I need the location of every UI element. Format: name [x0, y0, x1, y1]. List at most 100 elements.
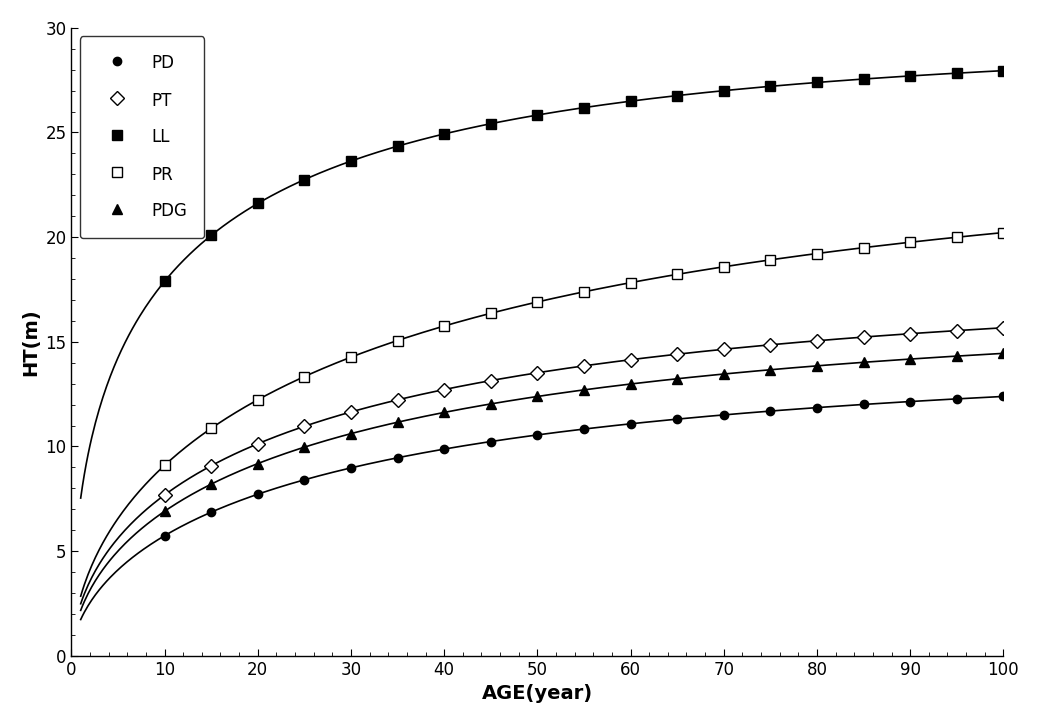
- PR: [298, 372, 311, 381]
- PR: [485, 309, 497, 318]
- LL: [718, 86, 730, 95]
- PD: [158, 531, 171, 540]
- PDG: [951, 352, 963, 361]
- Line: PR: PR: [160, 228, 1008, 470]
- PDG: [624, 379, 636, 388]
- PD: [252, 490, 264, 499]
- PD: [764, 407, 777, 416]
- LL: [298, 175, 311, 184]
- PR: [205, 424, 217, 433]
- Y-axis label: HT(m): HT(m): [21, 308, 40, 376]
- LL: [578, 104, 591, 112]
- PDG: [718, 370, 730, 379]
- PD: [671, 415, 683, 424]
- LL: [857, 75, 869, 83]
- PDG: [857, 358, 869, 366]
- PR: [857, 243, 869, 252]
- PD: [997, 392, 1010, 401]
- PT: [438, 385, 450, 394]
- PDG: [764, 366, 777, 374]
- LL: [438, 130, 450, 138]
- PT: [578, 361, 591, 370]
- LL: [531, 111, 544, 119]
- PR: [578, 287, 591, 296]
- PDG: [904, 355, 916, 363]
- PR: [811, 249, 824, 258]
- PDG: [391, 418, 404, 426]
- PD: [344, 463, 357, 472]
- PDG: [344, 429, 357, 438]
- Line: LL: LL: [160, 66, 1008, 286]
- PT: [624, 355, 636, 364]
- PDG: [485, 400, 497, 408]
- LL: [252, 199, 264, 208]
- PT: [485, 376, 497, 385]
- PD: [951, 395, 963, 403]
- PDG: [158, 507, 171, 515]
- LL: [158, 277, 171, 286]
- PT: [764, 340, 777, 349]
- Line: PT: PT: [160, 323, 1008, 500]
- PD: [811, 403, 824, 412]
- PDG: [671, 374, 683, 383]
- PD: [624, 419, 636, 428]
- PDG: [252, 459, 264, 468]
- PR: [718, 262, 730, 271]
- LL: [671, 91, 683, 100]
- PD: [298, 476, 311, 484]
- PT: [811, 337, 824, 345]
- PR: [951, 233, 963, 242]
- LL: [951, 69, 963, 77]
- PR: [158, 461, 171, 470]
- PR: [391, 336, 404, 345]
- PT: [997, 324, 1010, 332]
- PDG: [205, 480, 217, 489]
- PR: [764, 256, 777, 264]
- PR: [624, 278, 636, 287]
- PT: [158, 491, 171, 500]
- PT: [671, 350, 683, 358]
- PT: [205, 461, 217, 470]
- PDG: [438, 408, 450, 417]
- Line: PD: PD: [160, 392, 1008, 540]
- PT: [531, 369, 544, 377]
- PD: [531, 431, 544, 439]
- PD: [391, 453, 404, 462]
- PR: [344, 353, 357, 361]
- PT: [904, 329, 916, 338]
- Line: PDG: PDG: [160, 348, 1008, 516]
- PD: [485, 437, 497, 446]
- PR: [438, 321, 450, 330]
- PDG: [531, 392, 544, 401]
- PT: [951, 327, 963, 335]
- PT: [298, 422, 311, 431]
- PT: [252, 439, 264, 448]
- LL: [205, 231, 217, 240]
- PR: [531, 298, 544, 306]
- PD: [578, 425, 591, 434]
- PD: [205, 508, 217, 516]
- PD: [438, 445, 450, 453]
- PT: [718, 345, 730, 353]
- PDG: [298, 443, 311, 452]
- LL: [344, 156, 357, 165]
- PDG: [578, 386, 591, 395]
- PT: [344, 408, 357, 416]
- PR: [997, 228, 1010, 237]
- LL: [764, 82, 777, 90]
- LL: [997, 67, 1010, 75]
- LL: [391, 142, 404, 151]
- PD: [718, 411, 730, 419]
- PD: [904, 397, 916, 406]
- PDG: [997, 349, 1010, 358]
- LL: [904, 72, 916, 80]
- LL: [811, 78, 824, 87]
- Legend: PD, PT, LL, PR, PDG: PD, PT, LL, PR, PDG: [80, 36, 204, 237]
- LL: [485, 119, 497, 128]
- PD: [857, 400, 869, 409]
- PR: [904, 238, 916, 247]
- PR: [671, 270, 683, 279]
- PDG: [811, 361, 824, 370]
- PT: [391, 395, 404, 404]
- X-axis label: AGE(year): AGE(year): [482, 684, 593, 703]
